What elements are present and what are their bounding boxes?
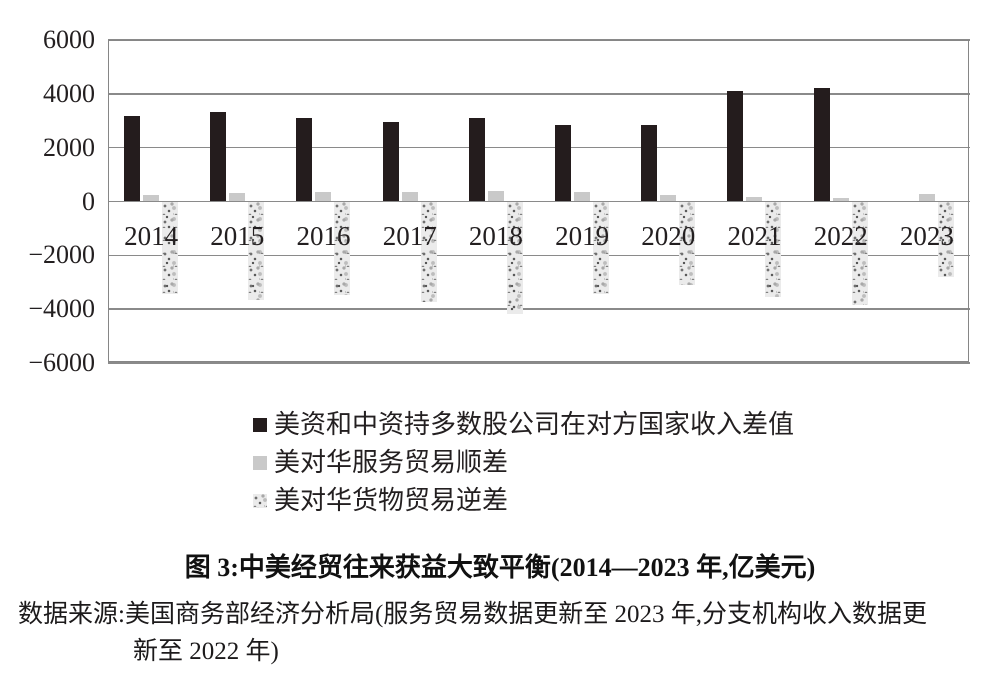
gridline bbox=[108, 308, 970, 310]
bar-chart: 6000 4000 2000 0 −2000 −4000 −6000 2014 2015 2016… bbox=[28, 25, 970, 377]
legend-label: 美对华服务贸易顺差 bbox=[274, 448, 509, 477]
bar-2019-series2 bbox=[574, 191, 590, 202]
y-tick-label: −4000 bbox=[28, 294, 95, 324]
y-tick-label: 0 bbox=[82, 186, 95, 216]
bar-2022-series1 bbox=[813, 88, 830, 202]
legend-swatch-black-icon bbox=[253, 418, 267, 432]
legend-label: 美对华货物贸易逆差 bbox=[274, 486, 509, 515]
bar-2023-series2 bbox=[918, 194, 935, 202]
figure-source-line2: 新至 2022 年) bbox=[133, 638, 279, 665]
bar-2017-series3 bbox=[420, 201, 437, 303]
bar-2016-series1 bbox=[296, 118, 313, 202]
bar-2018-series3 bbox=[506, 201, 523, 314]
bar-2021-series1 bbox=[727, 91, 744, 202]
x-tick-label: 2014 bbox=[124, 220, 179, 251]
y-tick-label: −2000 bbox=[28, 240, 95, 270]
legend-swatch-gray-icon bbox=[253, 456, 267, 470]
bar-2020-series3 bbox=[679, 201, 696, 285]
y-tick-label: 4000 bbox=[43, 78, 95, 108]
gridline bbox=[108, 362, 970, 364]
bar-2019-series3 bbox=[593, 201, 609, 294]
legend-item-income-difference: 美资和中资持多数股公司在对方国家收入差值 bbox=[253, 406, 794, 444]
bar-2020-series1 bbox=[641, 124, 658, 202]
bar-2014-series2 bbox=[143, 194, 159, 202]
bar-2016-series3 bbox=[334, 201, 351, 295]
legend-swatch-speckled-icon bbox=[253, 494, 267, 508]
figure-source-line1: 数据来源:美国商务部经济分析局(服务贸易数据更新至 2023 年,分支机构收入数… bbox=[18, 601, 928, 628]
bar-2017-series1 bbox=[382, 121, 399, 202]
gridline bbox=[108, 93, 970, 95]
bar-2014-series1 bbox=[124, 116, 140, 202]
x-tick-label: 2021 bbox=[727, 220, 782, 251]
x-tick-label: 2019 bbox=[555, 220, 610, 251]
plot-area-border bbox=[108, 40, 969, 362]
bar-2022-series2 bbox=[832, 198, 849, 202]
bar-2015-series2 bbox=[229, 193, 246, 202]
bar-2019-series1 bbox=[555, 125, 571, 202]
x-tick-label: 2022 bbox=[813, 220, 868, 251]
bar-2023-series3 bbox=[937, 201, 954, 277]
y-tick-label: 2000 bbox=[43, 132, 95, 162]
bar-2022-series3 bbox=[851, 201, 868, 305]
legend-item-services-surplus: 美对华服务贸易顺差 bbox=[253, 444, 794, 482]
bar-2018-series1 bbox=[468, 118, 485, 202]
bar-2021-series3 bbox=[765, 201, 782, 297]
figure-title: 图 3:中美经贸往来获益大致平衡(2014—2023 年,亿美元) bbox=[184, 553, 816, 582]
x-tick-label: 2018 bbox=[468, 220, 523, 251]
gridline bbox=[108, 200, 970, 203]
gridline bbox=[108, 254, 970, 257]
bar-2016-series2 bbox=[315, 192, 332, 202]
chart-legend: 美资和中资持多数股公司在对方国家收入差值 美对华服务贸易顺差 美对华货物贸易逆差 bbox=[253, 406, 794, 520]
bar-2018-series2 bbox=[487, 191, 504, 202]
gridline bbox=[108, 146, 970, 149]
legend-item-goods-deficit: 美对华货物贸易逆差 bbox=[253, 482, 794, 520]
bar-2015-series1 bbox=[210, 111, 227, 202]
x-tick-label: 2020 bbox=[641, 220, 696, 251]
x-tick-label: 2015 bbox=[210, 220, 265, 251]
bar-2021-series2 bbox=[746, 197, 763, 202]
y-tick-label: −6000 bbox=[28, 348, 95, 377]
x-tick-label: 2017 bbox=[382, 220, 437, 251]
bar-2014-series3 bbox=[162, 201, 178, 295]
bar-2017-series2 bbox=[401, 191, 418, 202]
y-tick-label: 6000 bbox=[43, 25, 95, 54]
x-tick-label: 2023 bbox=[899, 220, 954, 251]
legend-label: 美资和中资持多数股公司在对方国家收入差值 bbox=[274, 410, 795, 439]
x-tick-label: 2016 bbox=[296, 220, 351, 251]
bar-2020-series2 bbox=[660, 195, 677, 202]
bar-2015-series3 bbox=[248, 201, 265, 301]
